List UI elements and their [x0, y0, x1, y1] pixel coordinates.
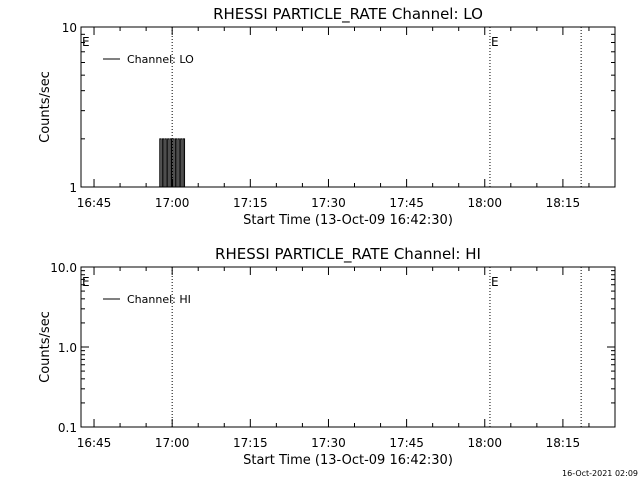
series-bin	[182, 138, 186, 187]
y-tick-label: 1	[69, 181, 77, 195]
series-bin	[167, 138, 170, 187]
legend-label: Channel: HI	[127, 293, 191, 306]
legend-label: Channel: LO	[127, 53, 194, 66]
x-tick-label: 18:15	[546, 436, 581, 450]
x-tick-label: 16:45	[77, 436, 112, 450]
lo-channel-panel: RHESSI PARTICLE_RATE Channel: LO 16:45 17:…	[38, 5, 616, 228]
plot-frame	[80, 266, 616, 428]
x-tick-label: 17:00	[155, 196, 190, 210]
x-tick-label: 17:30	[311, 196, 346, 210]
series-bin	[164, 138, 167, 187]
edge-marker-label: E	[82, 275, 90, 289]
plot-frame	[80, 26, 616, 188]
edge-marker-label: E	[82, 35, 90, 49]
chart-title: RHESSI PARTICLE_RATE Channel: HI	[215, 245, 481, 264]
series-bin	[177, 138, 180, 187]
y-tick-label: 10.0	[50, 261, 77, 275]
x-axis-label: Start Time (13-Oct-09 16:42:30)	[243, 213, 453, 228]
time-marker-label: E	[491, 35, 499, 49]
x-tick-label: 17:45	[389, 436, 424, 450]
x-tick-label: 18:00	[467, 436, 502, 450]
plot-timestamp: 16-Oct-2021 02:09	[562, 469, 638, 478]
series-bin	[159, 138, 162, 187]
x-tick-label: 17:45	[389, 196, 424, 210]
chart-title: RHESSI PARTICLE_RATE Channel: LO	[213, 5, 483, 24]
series-bin	[174, 138, 178, 187]
time-marker-label: E	[491, 275, 499, 289]
y-axis-label: Counts/sec	[38, 311, 53, 383]
series-bin	[161, 138, 165, 187]
x-tick-label: 17:30	[311, 436, 346, 450]
hi-channel-panel: RHESSI PARTICLE_RATE Channel: HI 16:45 17:…	[38, 245, 616, 468]
x-tick-label: 16:45	[77, 196, 112, 210]
y-tick-label: 10	[62, 21, 77, 35]
series-bin	[180, 138, 183, 187]
x-tick-label: 17:15	[233, 436, 268, 450]
x-tick-label: 17:15	[233, 196, 268, 210]
series-bin	[172, 138, 175, 187]
x-tick-label: 18:15	[546, 196, 581, 210]
x-axis-label: Start Time (13-Oct-09 16:42:30)	[243, 453, 453, 468]
y-tick-label: 1.0	[58, 341, 77, 355]
y-tick-label: 0.1	[58, 421, 77, 435]
x-tick-label: 17:00	[155, 436, 190, 450]
x-tick-label: 18:00	[467, 196, 502, 210]
y-axis-label: Counts/sec	[38, 71, 53, 143]
series-bin	[169, 138, 173, 187]
